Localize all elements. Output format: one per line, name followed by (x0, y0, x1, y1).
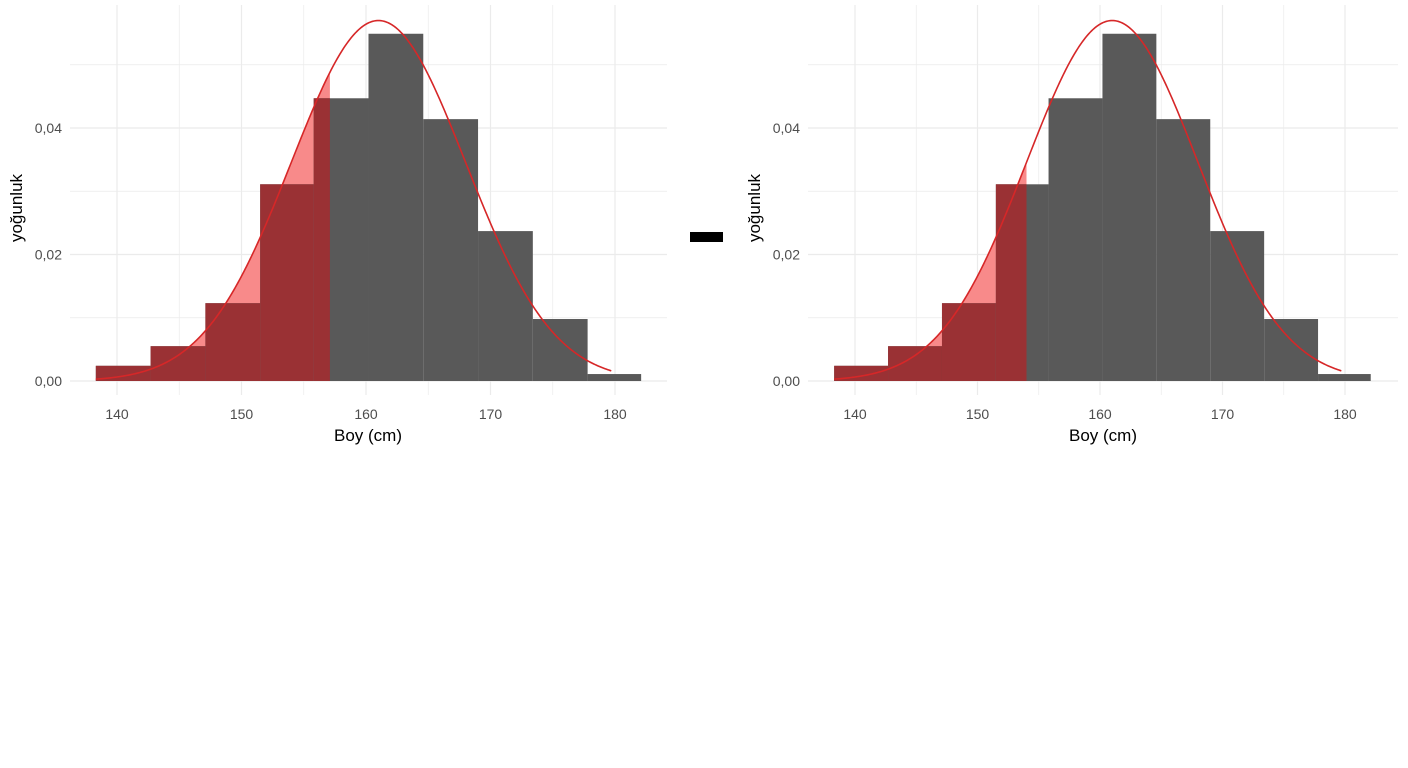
x-tick-label: 180 (1333, 406, 1357, 422)
y-tick-label: 0,04 (773, 120, 800, 136)
histogram-bar (423, 119, 479, 382)
histogram-right: 140 150 160 170 180 0,00 0,02 0,04 Boy (cm) yoğun… (745, 5, 1398, 445)
normal-curve (95, 19, 612, 380)
x-tick-label: 180 (603, 406, 627, 422)
x-tick-label: 170 (479, 406, 503, 422)
histogram-bar-shaded (995, 184, 1027, 381)
histogram-bar (1048, 98, 1103, 382)
histogram-bar-shaded (313, 98, 330, 382)
y-tick-label: 0,02 (773, 247, 800, 263)
y-tick-label: 0,00 (773, 373, 800, 389)
histogram-bar-shaded (941, 303, 996, 381)
x-tick-label: 140 (105, 406, 129, 422)
x-tick-label: 160 (354, 406, 378, 422)
x-axis-title: Boy (cm) (334, 426, 402, 445)
histogram-left: 140 150 160 170 180 0,00 0,02 0,04 Boy (cm) yoğun… (7, 5, 667, 445)
x-tick-label: 160 (1088, 406, 1112, 422)
histogram-bar (1102, 33, 1157, 381)
histogram-bar-shaded (150, 346, 206, 381)
x-axis-title: Boy (cm) (1069, 426, 1137, 445)
y-axis-title: yoğunluk (7, 173, 26, 242)
normal-curve (834, 19, 1342, 380)
histogram-bar (1318, 374, 1371, 381)
histogram-bar (1156, 119, 1211, 382)
x-tick-label: 170 (1211, 406, 1235, 422)
histogram-bar (587, 374, 642, 381)
histogram-bar (478, 231, 533, 381)
histogram-bar (532, 319, 588, 381)
x-tick-label: 140 (843, 406, 867, 422)
x-tick-label: 150 (966, 406, 990, 422)
y-tick-label: 0,00 (35, 373, 62, 389)
x-tick-label: 150 (230, 406, 254, 422)
histogram-bar (368, 33, 424, 381)
histogram-bar-shaded (205, 303, 261, 381)
histogram-bar (1210, 231, 1265, 381)
histogram-bar-shaded (260, 184, 314, 381)
y-tick-label: 0,02 (35, 247, 62, 263)
histogram-bar (1264, 319, 1319, 381)
histogram-bar-shaded (888, 346, 942, 381)
y-tick-label: 0,04 (35, 120, 62, 136)
y-axis-title: yoğunluk (745, 173, 764, 242)
minus-sign (690, 232, 723, 242)
